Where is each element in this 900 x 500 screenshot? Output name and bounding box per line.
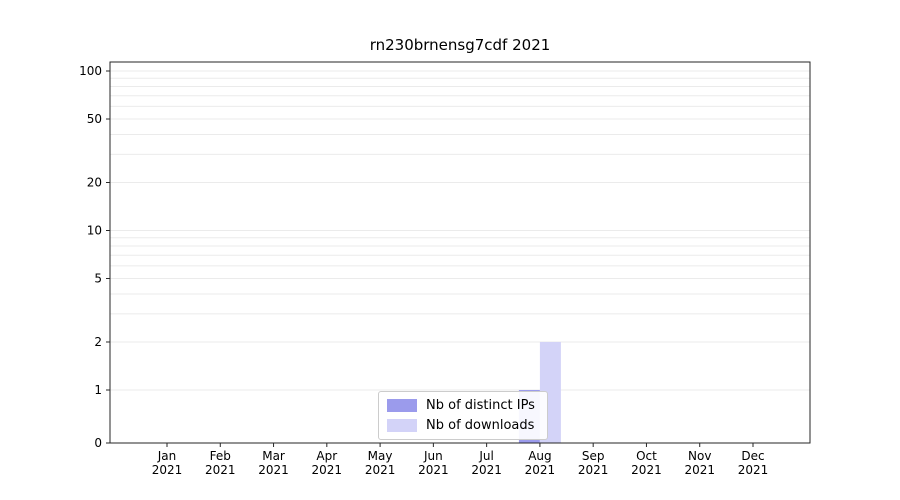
x-axis-tick-label-year: 2021 — [578, 463, 609, 477]
x-axis-tick-label-month: Nov — [688, 449, 711, 463]
x-axis-tick-label-year: 2021 — [738, 463, 769, 477]
legend-entry: Nb of distinct IPs — [387, 398, 535, 413]
y-axis-tick-label: 2 — [94, 335, 102, 349]
x-axis-tick-label-year: 2021 — [684, 463, 715, 477]
x-axis-tick-label-month: Jul — [478, 449, 493, 463]
x-axis-tick-label-year: 2021 — [418, 463, 449, 477]
x-axis-tick-label-month: Sep — [582, 449, 605, 463]
x-axis-tick-label-month: Jan — [157, 449, 177, 463]
y-axis-tick-label: 50 — [87, 112, 102, 126]
x-axis-tick-label-month: Dec — [741, 449, 764, 463]
x-axis-tick-label-year: 2021 — [258, 463, 289, 477]
x-axis-tick-label-month: Feb — [210, 449, 231, 463]
x-axis-tick-label-month: Oct — [636, 449, 657, 463]
chart-title: rn230brnensg7cdf 2021 — [369, 36, 551, 54]
y-axis-tick-label: 10 — [87, 224, 102, 238]
legend-label: Nb of downloads — [426, 418, 535, 433]
x-axis-tick-label-year: 2021 — [312, 463, 343, 477]
x-axis-tick-label-month: Jun — [423, 449, 443, 463]
x-axis-tick-label-month: Apr — [316, 449, 337, 463]
y-axis-tick-label: 5 — [94, 272, 102, 286]
x-axis-tick-label-year: 2021 — [525, 463, 556, 477]
legend-swatch — [387, 419, 417, 432]
x-axis-tick-label-year: 2021 — [365, 463, 396, 477]
y-axis-tick-label: 1 — [94, 383, 102, 397]
x-axis-tick-label-month: May — [368, 449, 393, 463]
x-axis-tick-label-month: Aug — [528, 449, 551, 463]
x-axis-tick-label-month: Mar — [262, 449, 285, 463]
x-axis-tick-label-year: 2021 — [152, 463, 183, 477]
x-axis-tick-label-year: 2021 — [471, 463, 502, 477]
y-axis-tick-label: 0 — [94, 436, 102, 450]
x-axis-tick-label-year: 2021 — [205, 463, 236, 477]
legend: Nb of distinct IPs Nb of downloads — [378, 391, 548, 440]
legend-swatch — [387, 399, 417, 412]
y-axis-tick-label: 20 — [87, 176, 102, 190]
x-axis-tick-label-year: 2021 — [631, 463, 662, 477]
legend-entry: Nb of downloads — [387, 418, 535, 433]
legend-label: Nb of distinct IPs — [426, 398, 535, 413]
y-axis-tick-label: 100 — [79, 64, 102, 78]
plot-area — [109, 61, 811, 444]
